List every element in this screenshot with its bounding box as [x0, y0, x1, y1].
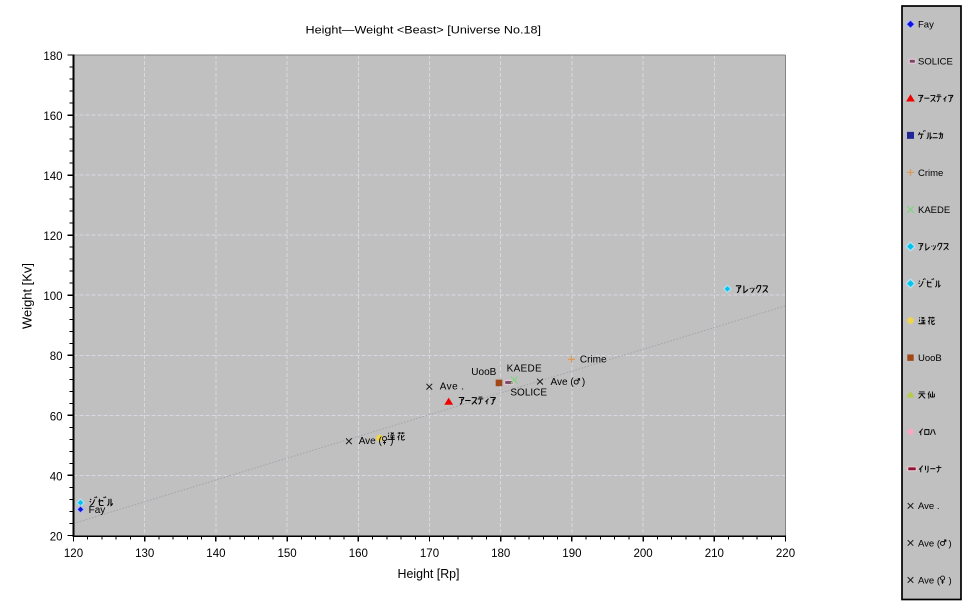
svg-text:170: 170: [420, 548, 439, 560]
svg-text:Height [Rp]: Height [Rp]: [398, 566, 460, 581]
svg-text:Ave (: Ave (: [918, 575, 941, 586]
svg-text:SOLICE: SOLICE: [510, 387, 547, 398]
svg-text:200: 200: [634, 548, 653, 560]
svg-text:Ave .: Ave .: [440, 381, 465, 392]
svg-text:KAEDE: KAEDE: [918, 205, 950, 216]
svg-text:220: 220: [776, 548, 795, 560]
svg-text:140: 140: [206, 548, 225, 560]
svg-text:Ave (: Ave (: [359, 436, 383, 447]
svg-text:160: 160: [349, 548, 368, 560]
svg-text:Ave (: Ave (: [918, 538, 941, 549]
svg-text:Ave .: Ave .: [918, 501, 939, 512]
svg-text:UooB: UooB: [471, 367, 496, 378]
svg-text:): ): [949, 538, 952, 549]
svg-text:): ): [949, 575, 952, 586]
svg-text:120: 120: [64, 548, 83, 560]
svg-text:): ): [390, 436, 393, 447]
svg-text:120: 120: [43, 231, 62, 243]
svg-text:Fay: Fay: [89, 505, 106, 516]
svg-text:130: 130: [135, 548, 154, 560]
svg-text:80: 80: [50, 351, 63, 363]
svg-text:210: 210: [705, 548, 724, 560]
svg-text:Height—Weight <Beast> [Univers: Height—Weight <Beast> [Universe No.18]: [306, 25, 542, 37]
svg-text:20: 20: [50, 531, 63, 543]
svg-text:60: 60: [50, 411, 63, 423]
svg-text:40: 40: [50, 471, 63, 483]
svg-text:190: 190: [562, 548, 581, 560]
svg-text:): ): [582, 377, 585, 388]
svg-text:140: 140: [43, 171, 62, 183]
svg-text:Fay: Fay: [918, 20, 934, 31]
svg-text:SOLICE: SOLICE: [918, 57, 953, 68]
svg-text:150: 150: [278, 548, 297, 560]
svg-text:160: 160: [43, 111, 62, 123]
svg-text:100: 100: [43, 291, 62, 303]
svg-text:KAEDE: KAEDE: [507, 363, 542, 374]
svg-text:Weight [Kv]: Weight [Kv]: [20, 263, 35, 329]
svg-text:UooB: UooB: [918, 353, 942, 364]
svg-text:Ave (: Ave (: [551, 377, 575, 388]
svg-text:Crime: Crime: [918, 168, 943, 179]
svg-text:Crime: Crime: [580, 355, 607, 366]
svg-text:180: 180: [43, 51, 62, 63]
svg-text:180: 180: [491, 548, 510, 560]
